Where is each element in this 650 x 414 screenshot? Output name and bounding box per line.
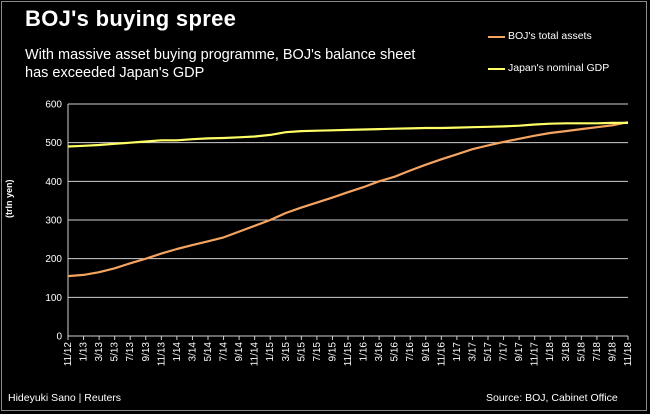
series-line-gdp — [67, 121, 628, 148]
x-tick-label: 9/14 — [234, 342, 245, 362]
y-tick-label: 100 — [45, 293, 62, 304]
y-tick-label: 300 — [45, 216, 62, 227]
x-tick-label: 1/15 — [265, 342, 276, 362]
x-tick-label: 3/14 — [187, 342, 198, 362]
legend-swatch-yellow — [488, 68, 505, 70]
chart-title: BOJ's buying spree — [25, 6, 237, 31]
x-tick-label: 11/15 — [343, 342, 354, 367]
x-tick-label: 3/13 — [94, 342, 105, 362]
legend-label-gdp: Japan's nominal GDP — [508, 62, 610, 74]
x-tick-label: 5/18 — [576, 342, 587, 362]
x-tick-label: 11/17 — [530, 342, 541, 367]
author-credit: Hideyuki Sano | Reuters — [8, 392, 122, 404]
x-tick-label: 3/18 — [561, 342, 572, 362]
x-tick-label: 7/14 — [219, 342, 230, 362]
x-tick-label: 5/17 — [483, 342, 494, 362]
x-tick-label: 3/17 — [467, 342, 478, 362]
x-tick-label: 5/16 — [390, 342, 401, 362]
legend-item-boj-assets: BOJ's total assets — [488, 30, 592, 42]
x-tick-label: 11/16 — [436, 342, 447, 367]
x-tick-label: 7/17 — [499, 342, 510, 362]
x-tick-label: 7/16 — [405, 342, 416, 362]
x-tick-label: 9/13 — [141, 342, 152, 362]
x-tick-label: 1/16 — [359, 342, 370, 362]
x-tick-label: 7/13 — [125, 342, 136, 362]
x-tick-label: 9/16 — [421, 342, 432, 362]
legend-label-boj-assets: BOJ's total assets — [508, 30, 592, 42]
series-line-boj-assets — [67, 121, 629, 278]
y-tick-label: 200 — [45, 254, 62, 265]
x-tick-label: 3/15 — [281, 342, 292, 362]
x-tick-label: 5/13 — [110, 342, 121, 362]
y-tick-label: 600 — [45, 100, 62, 111]
x-tick-label: 1/14 — [172, 342, 183, 362]
x-tick-label: 9/15 — [327, 342, 338, 362]
y-tick-label: 400 — [45, 177, 62, 188]
x-tick-label: 1/17 — [452, 342, 463, 362]
x-tick-label: 11/13 — [156, 342, 167, 367]
x-tick-label: 11/14 — [250, 342, 261, 367]
source-note: Source: BOJ, Cabinet Office — [486, 392, 618, 404]
x-tick-label: 9/18 — [607, 342, 618, 362]
x-tick-label: 5/15 — [296, 342, 307, 362]
legend-swatch-orange — [488, 36, 505, 38]
chart-subtitle: With massive asset buying programme, BOJ… — [25, 47, 416, 81]
x-tick-label: 3/16 — [374, 342, 385, 362]
x-tick-label: 11/12 — [63, 342, 74, 367]
y-tick-label: 500 — [45, 138, 62, 149]
x-tick-label: 11/18 — [623, 342, 634, 367]
y-tick-label: 0 — [56, 332, 62, 343]
legend-item-gdp: Japan's nominal GDP — [488, 62, 610, 74]
x-tick-label: 9/17 — [514, 342, 525, 362]
x-tick-label: 5/14 — [203, 342, 214, 362]
x-tick-label: 7/18 — [592, 342, 603, 362]
x-tick-label: 1/13 — [79, 342, 90, 362]
x-tick-label: 7/15 — [312, 342, 323, 362]
x-tick-label: 1/18 — [545, 342, 556, 362]
